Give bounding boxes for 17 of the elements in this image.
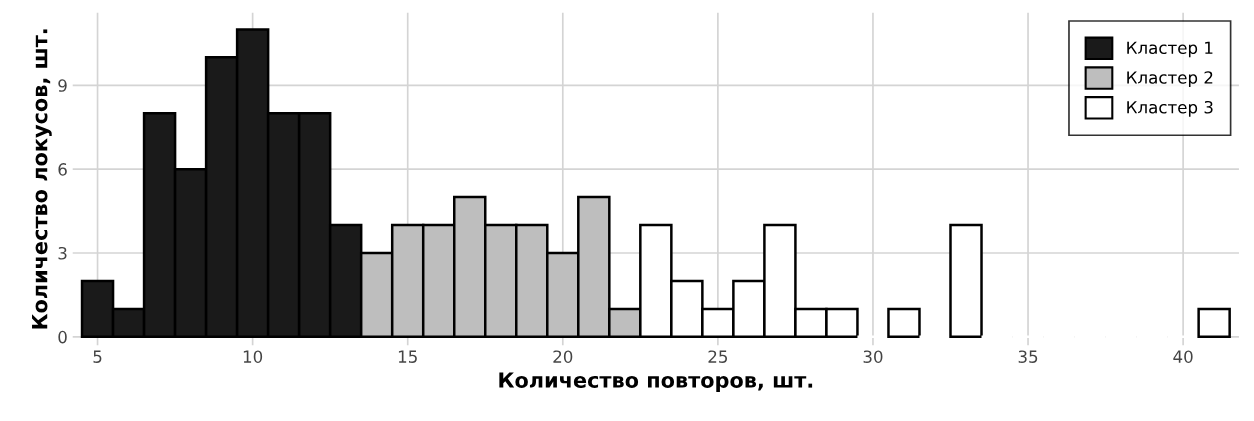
- y-tick-label: 3: [58, 246, 67, 260]
- x-axis-title: Количество повторов, шт.: [499, 372, 813, 392]
- y-axis-title: Количество локусов, шт.: [32, 29, 52, 329]
- y-tick-label: 0: [58, 330, 67, 344]
- x-tick-label: 20: [553, 350, 573, 363]
- x-tick-label: 25: [708, 350, 728, 363]
- x-tick-label: 30: [863, 350, 883, 363]
- y-tick-label: 9: [58, 79, 67, 92]
- legend-label: Кластер 2: [1127, 71, 1213, 88]
- x-tick-label: 15: [398, 350, 417, 363]
- legend-label: Кластер 1: [1127, 41, 1213, 58]
- x-tick-label: 35: [1018, 350, 1038, 363]
- x-tick-label: 40: [1173, 350, 1193, 363]
- x-tick-label: 10: [243, 350, 263, 363]
- x-tick-label: 5: [93, 350, 102, 363]
- legend-label: Кластер 3: [1127, 100, 1213, 117]
- y-tick-label: 6: [58, 163, 67, 176]
